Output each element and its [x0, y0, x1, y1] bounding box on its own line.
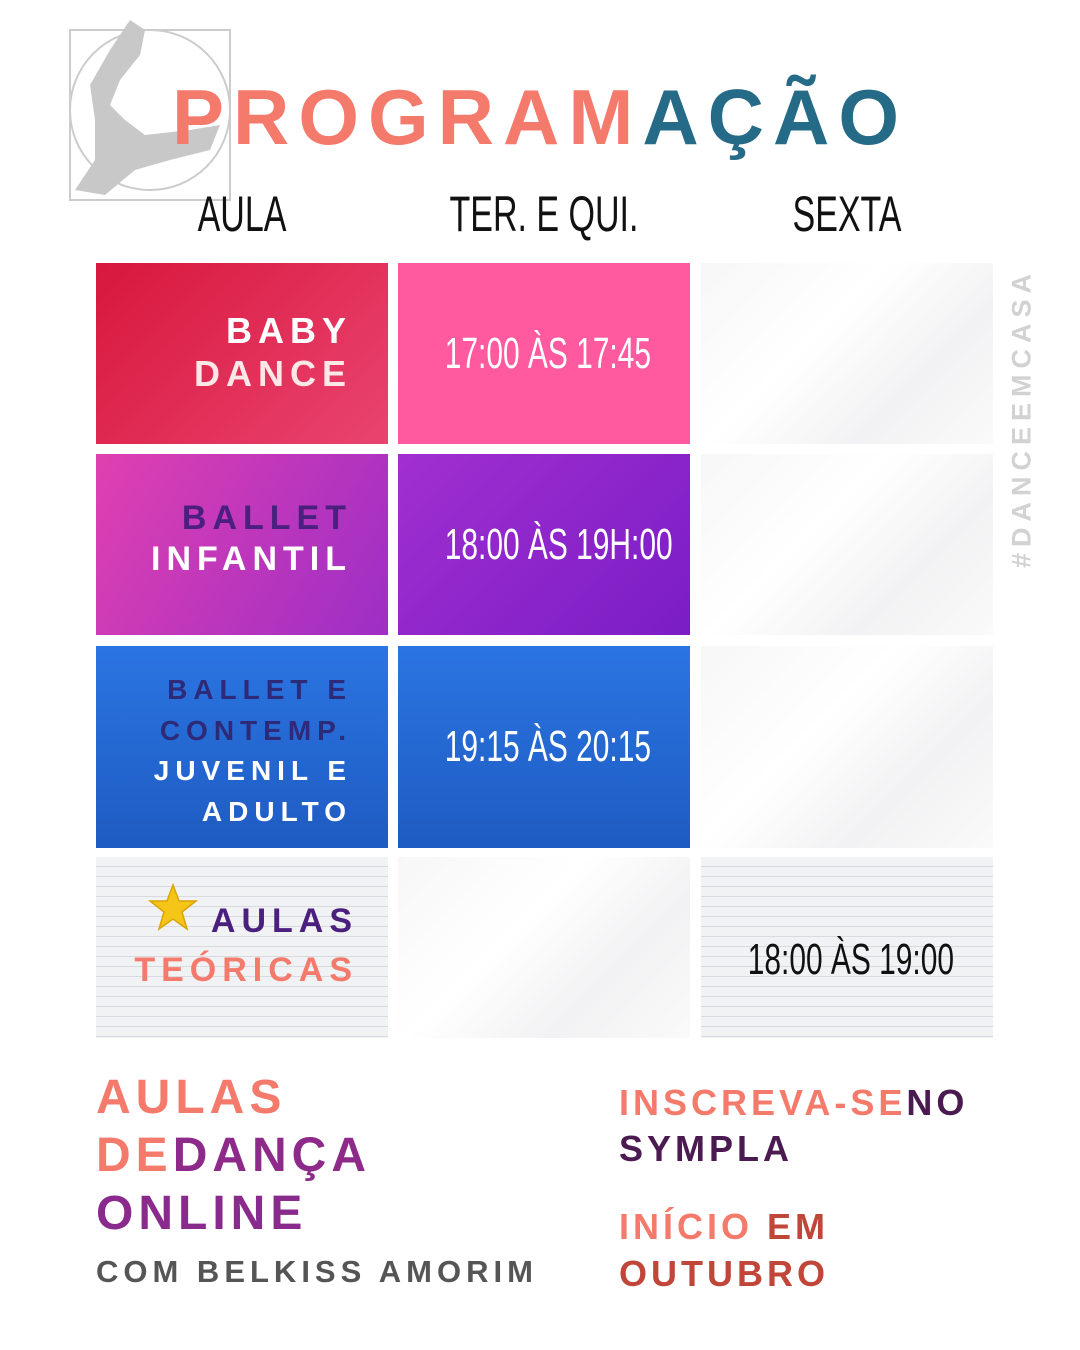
class-name: DANCE: [193, 353, 352, 395]
time-cell: 17:00 ÀS 17:45: [398, 263, 690, 444]
class-name: BABY: [225, 310, 352, 351]
footer-subtitle: COM BELKISS AMORIM: [96, 1254, 538, 1289]
text: PROGRAM: [171, 73, 643, 161]
empty-cell: [701, 263, 993, 444]
empty-cell: [701, 454, 993, 635]
text: AÇÃO: [642, 73, 908, 161]
class-name: INFANTIL: [151, 539, 352, 578]
class-name: TEÓRICAS: [134, 951, 358, 990]
class-cell: BALLET INFANTIL: [96, 454, 388, 635]
class-name: JUVENIL E: [153, 755, 352, 787]
class-name: AULAS: [210, 902, 358, 940]
time: 19:15 ÀS 20:15: [444, 722, 652, 771]
text: NO: [906, 1082, 969, 1123]
time: 18:00 ÀS 19:00: [747, 934, 955, 984]
column-header: AULA: [197, 186, 287, 242]
footer-text: INSCREVA-SENO: [619, 1082, 968, 1124]
empty-cell: [398, 857, 690, 1038]
class-name: ADULTO: [201, 795, 352, 827]
class-name: CONTEMP.: [159, 714, 352, 746]
time-cell: 18:00 ÀS 19H:00: [398, 454, 690, 635]
time-cell: 19:15 ÀS 20:15: [398, 646, 690, 848]
text: DANÇA: [172, 1129, 372, 1182]
text: EM: [767, 1206, 830, 1247]
title: PROGRAMAÇÃO: [0, 72, 1080, 163]
text: INSCREVA-SE: [619, 1082, 907, 1123]
empty-cell: [701, 646, 993, 848]
class-cell: BALLET E CONTEMP. JUVENIL E ADULTO: [96, 646, 388, 848]
text: INÍCIO: [619, 1206, 754, 1247]
column-header: TER. E QUI.: [449, 186, 639, 242]
hashtag: #DANCEEMCASA: [1006, 267, 1037, 569]
time: 17:00 ÀS 17:45: [444, 328, 652, 378]
time-cell: 18:00 ÀS 19:00: [701, 857, 993, 1038]
footer-text: DEDANÇA: [96, 1128, 371, 1183]
footer-text: AULAS: [96, 1071, 287, 1124]
text: DE: [96, 1129, 173, 1182]
time: 18:00 ÀS 19H:00: [444, 519, 673, 569]
footer-text: SYMPLA: [619, 1128, 794, 1169]
footer-text: ONLINE: [96, 1187, 308, 1240]
class-name: BALLET: [181, 499, 352, 537]
class-cell: AULAS TEÓRICAS: [96, 857, 388, 1038]
column-header: SEXTA: [792, 186, 902, 242]
footer-text: OUTUBRO: [619, 1253, 829, 1294]
dancer-logo: [69, 20, 231, 201]
class-name: BALLET E: [167, 674, 352, 705]
star-icon: [148, 883, 198, 931]
footer-text: INÍCIO EM: [619, 1206, 829, 1248]
class-cell: BABY DANCE: [96, 263, 388, 444]
